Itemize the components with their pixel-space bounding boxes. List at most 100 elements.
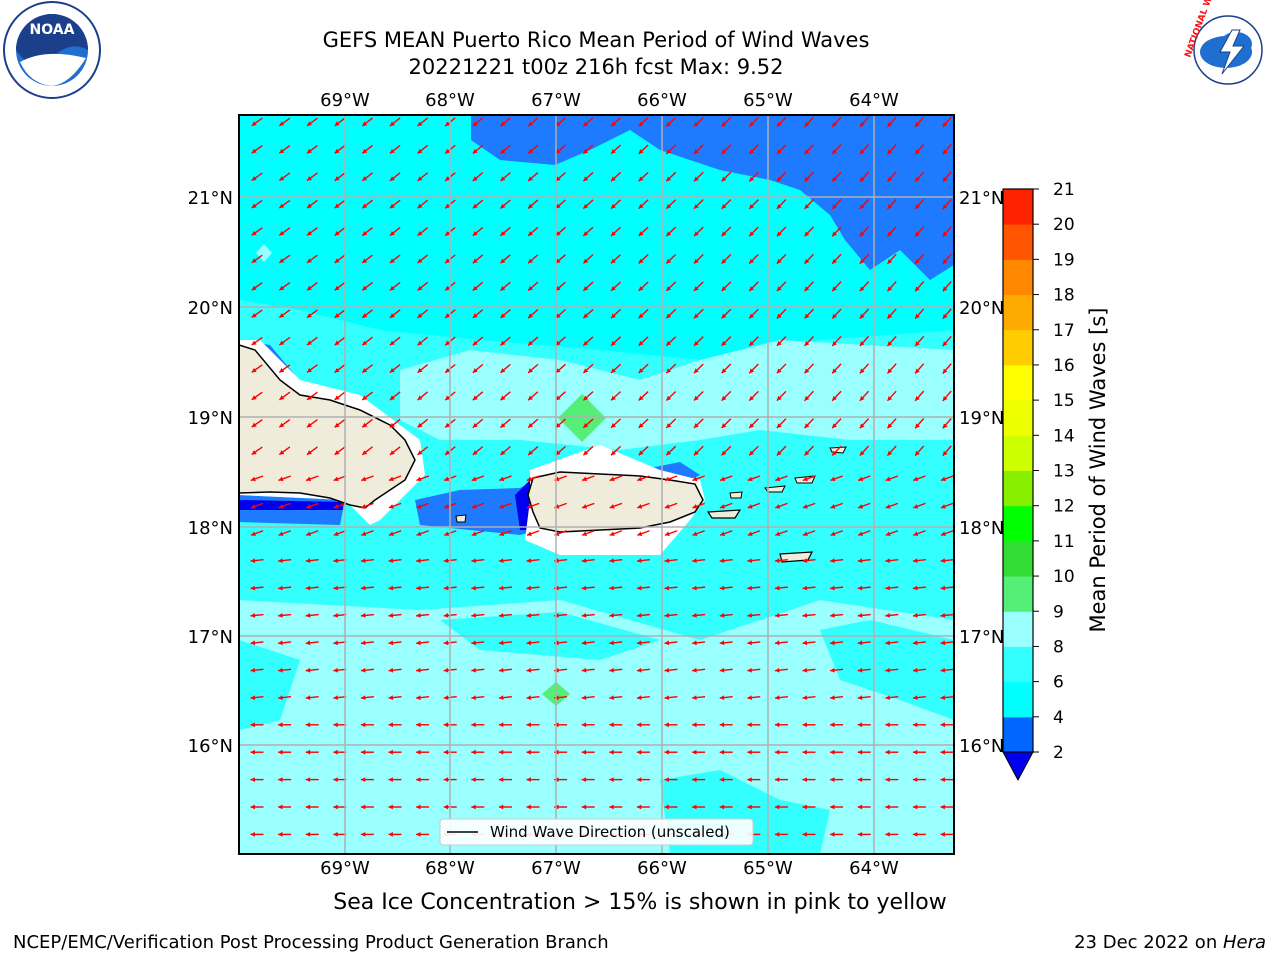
wind-arrow-head — [333, 476, 339, 482]
colorbar-extend-triangle — [1002, 751, 1034, 782]
colorbar-segment — [1003, 505, 1033, 542]
wind-arrow-head — [609, 558, 614, 564]
wind-arrow-head — [912, 695, 918, 701]
colorbar-segment — [1003, 189, 1033, 225]
wind-arrow-head — [802, 777, 807, 782]
wind-arrow-head — [638, 203, 644, 209]
wind-arrow-head — [692, 695, 697, 701]
wind-arrow-head — [859, 121, 865, 127]
wind-arrow-head — [720, 504, 726, 509]
wind-arrow-head — [389, 121, 395, 127]
wind-arrow-head — [802, 585, 808, 591]
wind-arrow-head — [636, 585, 642, 591]
wind-arrow-head — [637, 531, 643, 536]
wind-arrow-head — [528, 422, 533, 428]
lon-label: 64°W — [849, 90, 899, 111]
wind-arrow-head — [609, 667, 614, 673]
wind-arrow-head — [306, 230, 312, 236]
wind-arrow-head — [362, 176, 368, 181]
wind-arrow-head — [278, 722, 283, 728]
wind-arrow-head — [526, 613, 532, 618]
wind-arrow-head — [802, 804, 807, 810]
wind-arrow-head — [250, 749, 255, 755]
wind-arrow-head — [389, 258, 395, 264]
wind-arrow-head — [912, 640, 918, 646]
wind-arrow-head — [555, 258, 561, 264]
lon-label: 69°W — [320, 858, 370, 879]
wind-arrow-head — [774, 667, 780, 673]
wind-arrow-head — [471, 749, 476, 755]
wind-arrow-head — [775, 504, 781, 509]
wind-arrow-head — [804, 450, 810, 456]
wind-arrow-head — [749, 341, 755, 346]
wind-arrow-head — [499, 531, 505, 536]
wind-arrow-head — [719, 613, 725, 618]
wind-arrow-head — [279, 230, 285, 236]
wind-arrow-head — [362, 450, 368, 455]
wind-arrow-head — [664, 613, 670, 618]
wind-arrow-head — [774, 804, 780, 810]
wind-arrow-head — [306, 258, 312, 263]
wind-arrow-head — [830, 832, 835, 837]
wind-arrow-head — [859, 204, 865, 209]
wind-arrow-head — [306, 203, 312, 209]
wind-arrow-head — [333, 504, 339, 509]
wind-arrow-head — [362, 313, 368, 318]
wind-arrow-head — [278, 558, 283, 564]
wind-arrow-head — [333, 613, 338, 618]
wind-direction-arrows — [250, 116, 954, 837]
wind-arrow-head — [389, 368, 395, 373]
chart-title: GEFS MEAN Puerto Rico Mean Period of Win… — [322, 28, 870, 52]
date-text: 23 Dec 2022 on — [1074, 932, 1223, 953]
lat-labels-left: 21°N 20°N 19°N 18°N 17°N 16°N — [188, 188, 233, 757]
wind-arrow-head — [942, 259, 948, 264]
wind-arrow-head — [885, 832, 890, 837]
wind-arrow-head — [692, 585, 697, 591]
wind-arrow-head — [664, 749, 669, 755]
wind-arrow-head — [638, 313, 644, 319]
wind-arrow-head — [885, 777, 890, 782]
wind-arrow-head — [388, 558, 394, 564]
wind-arrow-head — [747, 722, 752, 728]
wind-arrow-head — [636, 695, 642, 701]
wind-arrow-head — [526, 777, 531, 782]
wind-arrow-head — [721, 149, 727, 154]
wind-arrow-head — [581, 749, 587, 755]
wind-arrow-head — [912, 832, 918, 837]
wind-arrow-head — [887, 341, 893, 347]
wind-arrow-head — [776, 149, 782, 155]
wind-arrow-head — [306, 504, 312, 509]
wind-arrow-head — [472, 203, 478, 209]
wind-arrow-head — [305, 613, 311, 618]
wind-arrow-head — [887, 368, 893, 374]
wind-arrow-head — [721, 286, 727, 291]
sea-ice-note: Sea Ice Concentration > 15% is shown in … — [333, 890, 947, 915]
wind-arrow-head — [666, 286, 672, 291]
wind-arrow-head — [692, 667, 697, 673]
wind-arrow-head — [915, 313, 920, 319]
wind-arrow-head — [832, 286, 837, 292]
wind-arrow-head — [609, 749, 614, 755]
wind-arrow-head — [471, 777, 476, 782]
wind-arrow-head — [857, 613, 863, 618]
wind-arrow-head — [749, 204, 755, 209]
wind-arrow-head — [416, 613, 421, 618]
wind-arrow-head — [830, 585, 835, 591]
wind-arrow-head — [609, 722, 614, 728]
wind-arrow-head — [747, 558, 752, 564]
wind-arrow-head — [526, 722, 531, 728]
wind-arrow-head — [664, 476, 670, 482]
colorbar-tick-label: 4 — [1053, 708, 1064, 728]
wind-arrow-head — [417, 231, 423, 236]
wind-arrow-head — [664, 695, 670, 701]
wind-arrow-head — [747, 585, 752, 591]
wind-arrow-head — [857, 640, 863, 646]
wind-arrow-head — [250, 640, 256, 646]
wind-arrow-head — [666, 231, 672, 237]
wind-arrow-head — [915, 258, 920, 264]
wind-arrow-head — [526, 585, 532, 591]
lon-label: 68°W — [425, 858, 475, 879]
wind-arrow-head — [388, 613, 394, 618]
wind-arrow-head — [666, 313, 672, 319]
wind-arrow-head — [664, 722, 669, 728]
